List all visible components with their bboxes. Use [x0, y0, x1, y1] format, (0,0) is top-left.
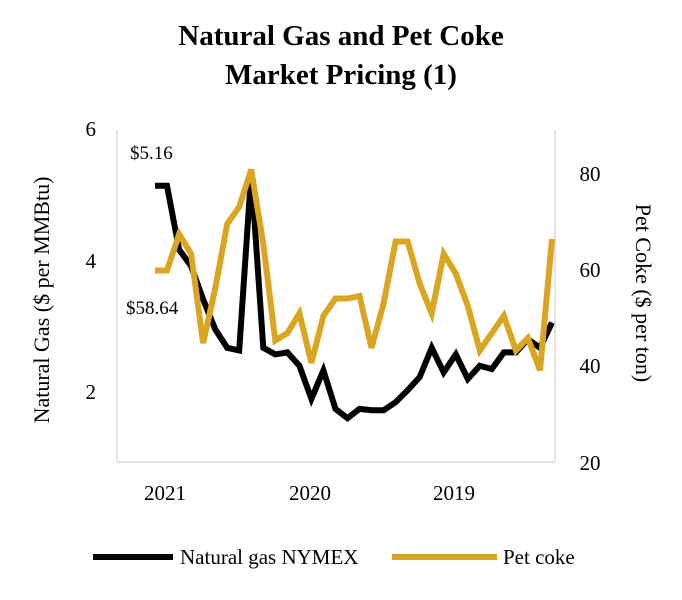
y-right-tick-label: 60 — [580, 258, 601, 282]
y-left-tick-label: 6 — [86, 117, 97, 141]
y-left-tick-label: 2 — [86, 380, 97, 404]
x-tick-label: 2019 — [433, 481, 475, 505]
y-left-tick-label: 4 — [86, 249, 97, 273]
annotation-gas-start: $5.16 — [130, 143, 173, 164]
y-axis-left-label: Natural Gas ($ per MMBtu) — [29, 177, 54, 424]
y-right-tick-label: 20 — [580, 451, 601, 475]
chart-title: Natural Gas and Pet Coke — [178, 20, 504, 52]
x-tick-label: 2020 — [289, 481, 331, 505]
x-tick-label: 2021 — [144, 481, 186, 505]
annotation-coke-start: $58.64 — [126, 298, 179, 319]
series-line-pet-coke — [155, 168, 555, 372]
legend-label-pet-coke: Pet coke — [503, 545, 575, 569]
legend-label-natural-gas: Natural gas NYMEX — [180, 545, 358, 569]
y-right-tick-label: 40 — [580, 354, 601, 378]
series-line-natural-gas — [155, 172, 555, 422]
y-axis-right-label: Pet Coke ($ per ton) — [631, 204, 656, 382]
chart-subtitle: Market Pricing (1) — [225, 59, 457, 91]
y-right-tick-label: 80 — [580, 162, 601, 186]
